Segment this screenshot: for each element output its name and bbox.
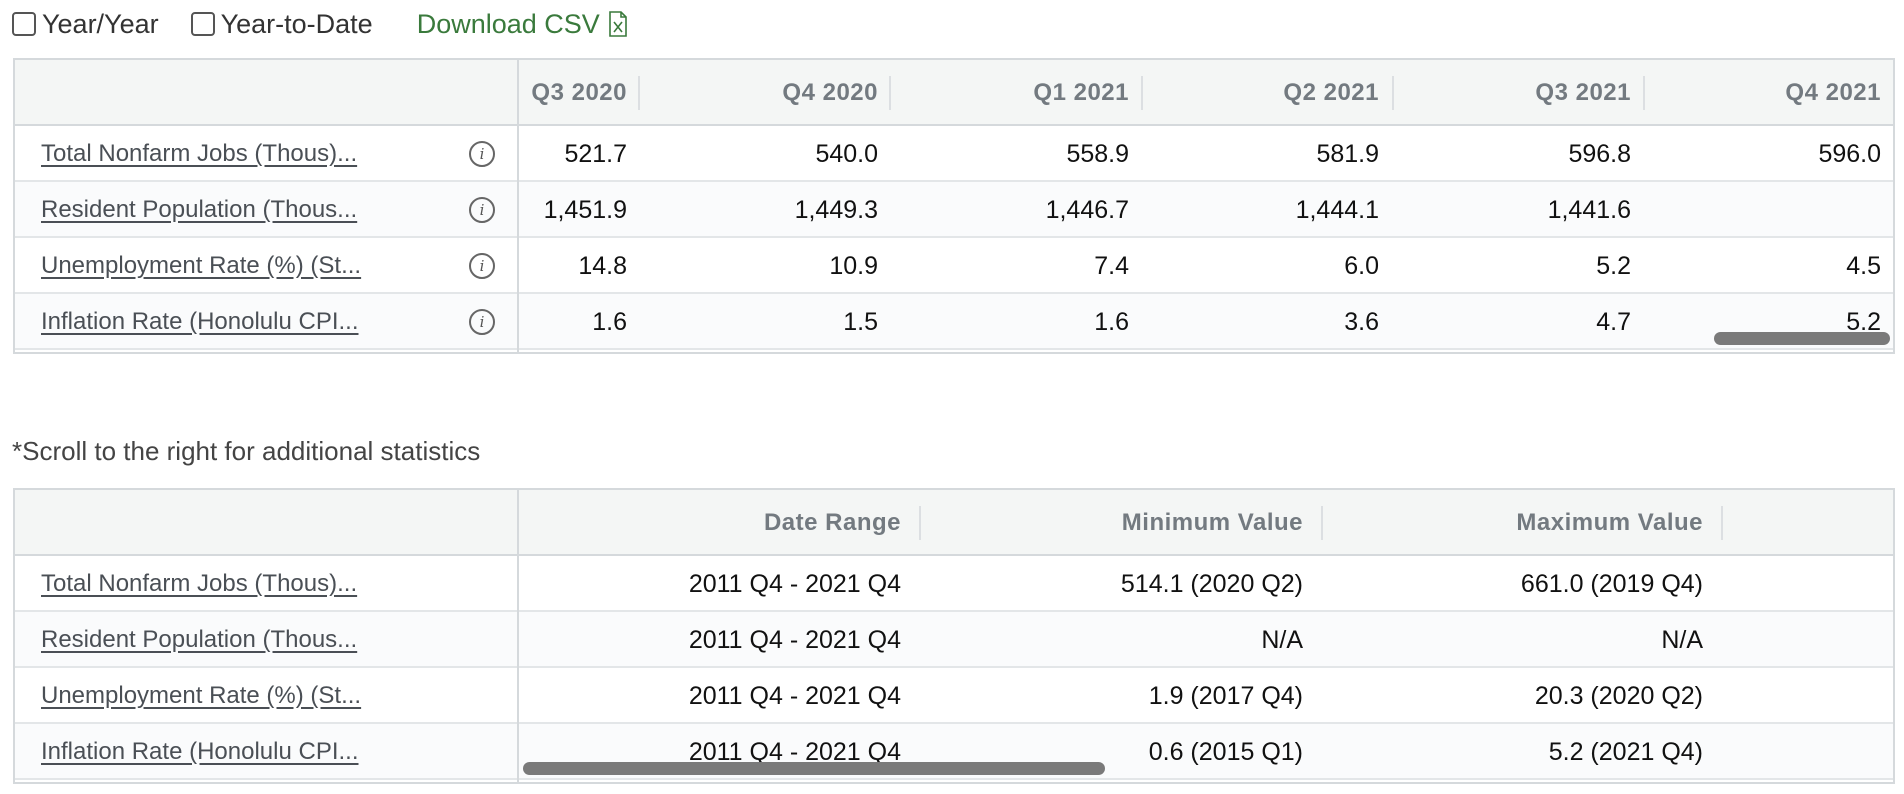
table-cell: 581.9 [1316, 140, 1379, 168]
csv-file-icon [608, 11, 627, 37]
checkbox-box[interactable] [12, 12, 36, 36]
column-separator[interactable] [1392, 76, 1394, 110]
checkbox-box[interactable] [190, 12, 215, 36]
year-year-checkbox[interactable]: Year/Year [12, 9, 159, 40]
table-cell: 596.0 [1818, 140, 1881, 168]
column-separator[interactable] [1643, 76, 1645, 110]
column-separator[interactable] [889, 76, 891, 110]
horizontal-scrollbar[interactable] [1714, 332, 1890, 345]
column-header[interactable]: Q4 2020 [782, 79, 878, 106]
table-cell: 10.9 [829, 252, 878, 280]
table-cell: 2011 Q4 - 2021 Q4 [688, 738, 901, 766]
table-cell: 1.9 (2017 Q4) [1148, 682, 1303, 710]
info-icon[interactable]: i [469, 253, 495, 279]
table-cell: N/A [1661, 626, 1703, 654]
toolbar: Year/Year Year-to-Date Download CSV [12, 6, 628, 42]
table-cell: 1.6 [1094, 308, 1129, 336]
year-to-date-label: Year-to-Date [220, 8, 373, 39]
table-row: Unemployment Rate (%) (St... 2011 Q4 - 2… [15, 668, 1893, 724]
download-csv-link[interactable]: Download CSV [417, 9, 628, 40]
table-cell: 7.4 [1094, 252, 1129, 280]
download-csv-label: Download CSV [416, 8, 600, 39]
column-separator[interactable] [1141, 76, 1143, 110]
table-cell: 514.1 (2020 Q2) [1120, 570, 1303, 598]
table-cell: 5.2 [1596, 252, 1631, 280]
row-label-link[interactable]: Total Nonfarm Jobs (Thous)... [41, 570, 358, 597]
table-header: Q3 2020 Q4 2020 Q1 2021 Q2 2021 Q3 2021 … [15, 60, 1893, 126]
scroll-note: *Scroll to the right for additional stat… [12, 436, 481, 466]
info-icon[interactable]: i [469, 197, 495, 223]
year-to-date-checkbox[interactable]: Year-to-Date [190, 8, 373, 40]
table-row: Total Nonfarm Jobs (Thous)... i 521.7 54… [15, 126, 1893, 182]
row-label-link[interactable]: Inflation Rate (Honolulu CPI... [41, 738, 359, 765]
table-cell: 1,449.3 [794, 196, 878, 224]
table-cell [1647, 182, 1881, 238]
row-label-link[interactable]: Unemployment Rate (%) (St... [41, 252, 362, 279]
table-cell: 0.6 (2015 Q1) [1148, 738, 1303, 766]
row-label-link[interactable]: Unemployment Rate (%) (St... [41, 682, 362, 709]
pinned-column-divider [517, 490, 519, 782]
table-cell: 14.8 [578, 252, 627, 280]
year-year-label: Year/Year [42, 8, 159, 39]
column-separator[interactable] [1721, 506, 1723, 540]
row-label-link[interactable]: Resident Population (Thous... [41, 196, 358, 223]
table-cell: 2011 Q4 - 2021 Q4 [688, 626, 901, 654]
column-separator[interactable] [919, 506, 921, 540]
column-separator[interactable] [638, 76, 640, 110]
column-header[interactable]: Maximum Value [1516, 509, 1703, 536]
table-cell: 1.6 [592, 308, 627, 336]
row-label-link[interactable]: Resident Population (Thous... [41, 626, 358, 653]
horizontal-scrollbar[interactable] [523, 762, 1105, 775]
column-header[interactable]: Q4 2021 [1785, 79, 1881, 106]
column-header[interactable]: Date Range [763, 509, 901, 536]
quarterly-data-table: Q3 2020 Q4 2020 Q1 2021 Q2 2021 Q3 2021 … [13, 58, 1895, 354]
table-header: Date Range Minimum Value Maximum Value [15, 490, 1893, 556]
table-cell: 540.0 [815, 140, 878, 168]
column-header[interactable]: Q3 2021 [1535, 79, 1631, 106]
column-header[interactable]: Minimum Value [1121, 509, 1303, 536]
pinned-column-divider [517, 60, 519, 352]
column-header[interactable]: Q2 2021 [1283, 79, 1379, 106]
table-cell: 6.0 [1344, 252, 1379, 280]
table-cell: 661.0 (2019 Q4) [1520, 570, 1703, 598]
table-row: Inflation Rate (Honolulu CPI... i 1.6 1.… [15, 294, 1893, 350]
info-icon[interactable]: i [469, 309, 495, 335]
table-cell: 4.5 [1846, 252, 1881, 280]
table-row: Inflation Rate (Honolulu CPI... 2011 Q4 … [15, 724, 1893, 780]
row-label-link[interactable]: Total Nonfarm Jobs (Thous)... [41, 140, 358, 167]
table-cell: 4.7 [1596, 308, 1631, 336]
table-cell: 2011 Q4 - 2021 Q4 [688, 682, 901, 710]
column-separator[interactable] [1321, 506, 1323, 540]
table-cell: 5.2 [1846, 308, 1881, 336]
table-cell: 1,451.9 [543, 196, 627, 224]
table-cell: 1,444.1 [1295, 196, 1379, 224]
column-header[interactable]: Q1 2021 [1033, 79, 1129, 106]
info-icon[interactable]: i [469, 141, 495, 167]
table-cell: 3.6 [1344, 308, 1379, 336]
column-header[interactable]: Q3 2020 [531, 79, 627, 106]
table-cell: 1.5 [843, 308, 878, 336]
table-cell: 558.9 [1066, 140, 1129, 168]
table-row: Unemployment Rate (%) (St... i 14.8 10.9… [15, 238, 1893, 294]
table-cell: 1,441.6 [1547, 196, 1631, 224]
table-cell: N/A [1261, 626, 1303, 654]
table-row: Resident Population (Thous... i 1,451.9 … [15, 182, 1893, 238]
table-row: Total Nonfarm Jobs (Thous)... 2011 Q4 - … [15, 556, 1893, 612]
table-cell: 2011 Q4 - 2021 Q4 [688, 570, 901, 598]
table-cell: 1,446.7 [1045, 196, 1129, 224]
table-row: Resident Population (Thous... 2011 Q4 - … [15, 612, 1893, 668]
table-cell: 5.2 (2021 Q4) [1548, 738, 1703, 766]
summary-statistics-table: Date Range Minimum Value Maximum Value T… [13, 488, 1895, 784]
table-cell: 521.7 [564, 140, 627, 168]
table-cell: 596.8 [1568, 140, 1631, 168]
table-cell: 20.3 (2020 Q2) [1534, 682, 1703, 710]
row-label-link[interactable]: Inflation Rate (Honolulu CPI... [41, 308, 359, 335]
